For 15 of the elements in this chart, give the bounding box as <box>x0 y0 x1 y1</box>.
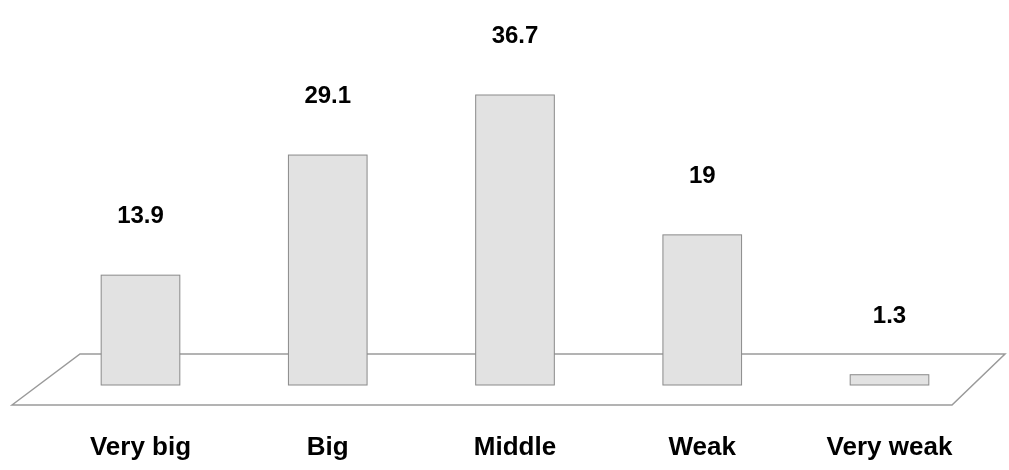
x-tick-label: Very weak <box>826 431 953 461</box>
x-tick-label: Weak <box>668 431 737 461</box>
data-label: 36.7 <box>491 21 539 48</box>
bar <box>287 154 368 386</box>
data-label: 19 <box>688 160 716 188</box>
x-tick-label: Very big <box>89 431 192 461</box>
bar <box>100 274 181 386</box>
x-tick-label: Middle <box>473 431 557 461</box>
bar <box>662 234 743 386</box>
bar <box>849 374 930 386</box>
data-label: 13.9 <box>117 201 164 229</box>
x-tick-label: Big <box>306 431 349 461</box>
data-label: 1.3 <box>872 300 907 328</box>
data-label: 29.1 <box>304 81 352 109</box>
bar <box>475 94 555 386</box>
